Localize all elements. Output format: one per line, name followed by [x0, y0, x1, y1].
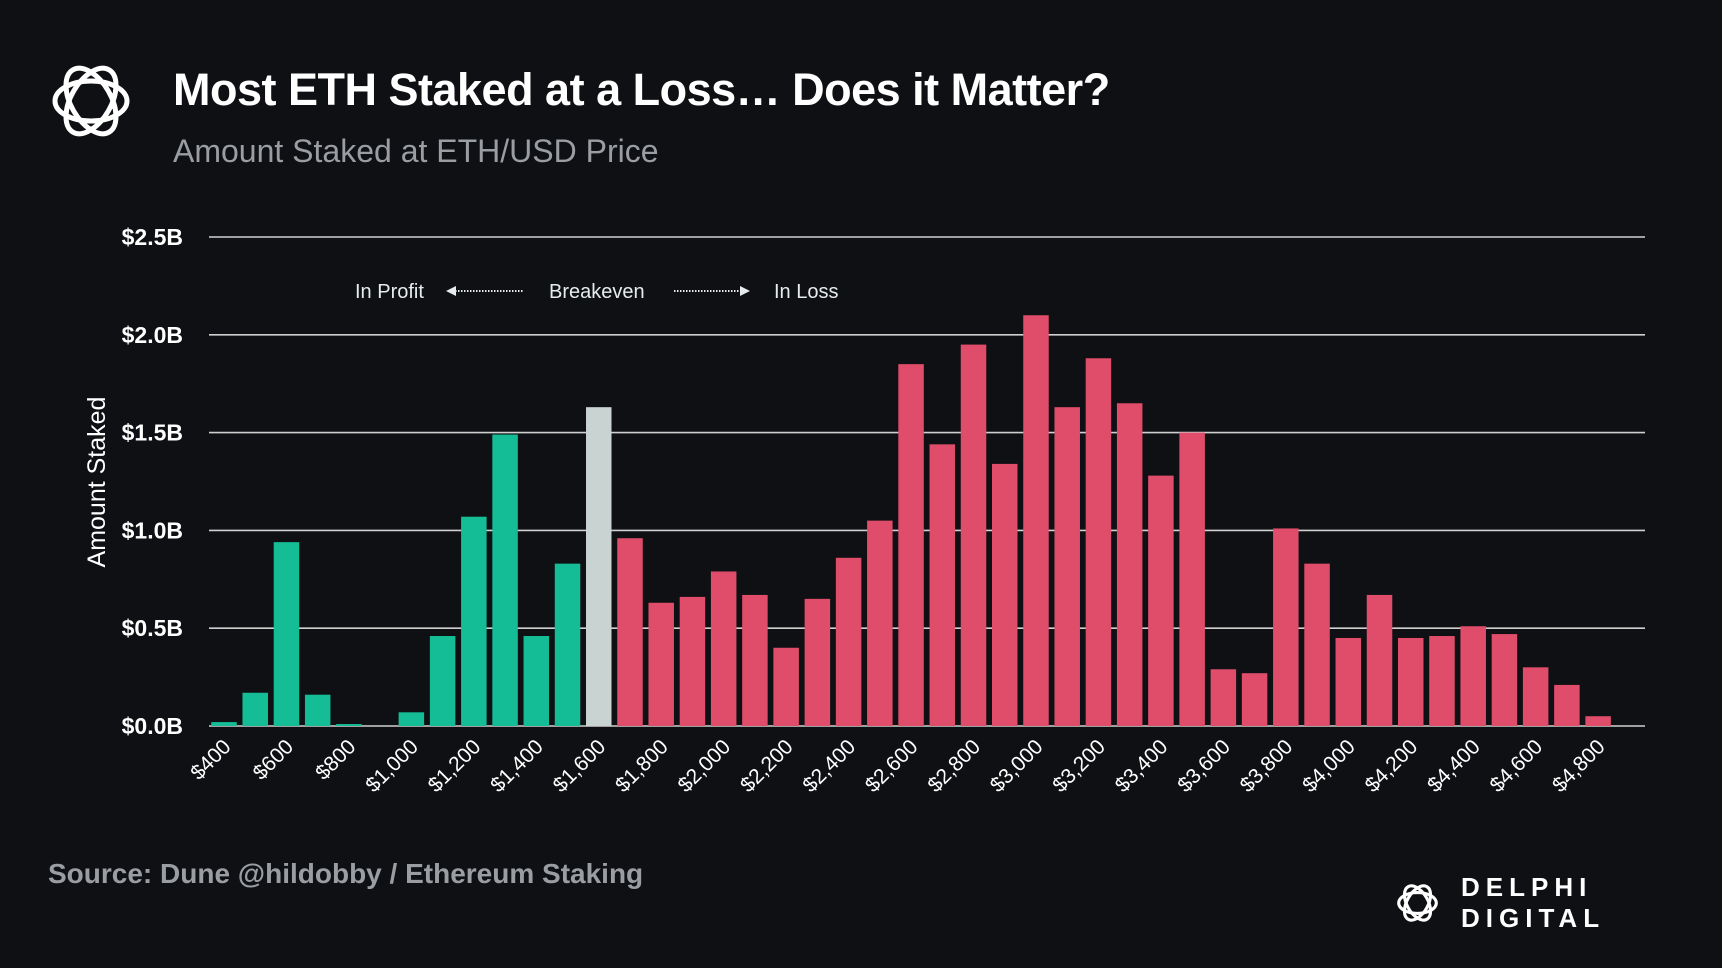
x-tick-label: $3,400 [1111, 735, 1173, 797]
bar-3200 [1085, 358, 1112, 726]
bar-1200 [461, 516, 487, 726]
breakeven-label: Breakeven [549, 281, 645, 303]
bar-4700 [1554, 684, 1580, 726]
bar-4800 [1585, 716, 1611, 726]
chart-subtitle: Amount Staked at ETH/USD Price [173, 133, 659, 169]
bar-3800 [1273, 528, 1299, 726]
bar-2100 [742, 594, 768, 726]
bar-2700 [929, 444, 956, 726]
bar-4500 [1491, 634, 1518, 726]
bar-1900 [679, 596, 706, 726]
x-tick-label: $4,600 [1486, 735, 1548, 797]
x-tick-label: $600 [249, 735, 298, 784]
y-tick-label: $0.0B [122, 713, 183, 739]
bar-3900 [1304, 563, 1330, 726]
bar-1500 [554, 563, 581, 726]
bar-2300 [804, 598, 831, 726]
bar-1100 [429, 636, 456, 726]
bar-1800 [648, 602, 674, 726]
brand-name: DELPHI DIGITAL [1461, 872, 1606, 933]
in-loss-label: In Loss [774, 281, 838, 303]
bar-3600 [1210, 669, 1237, 726]
bar-600 [273, 542, 300, 726]
y-tick-label: $0.5B [122, 615, 183, 641]
bar-700 [304, 694, 331, 726]
right-arrow-icon [740, 286, 750, 296]
bar-400 [211, 722, 237, 726]
source-note: Source: Dune @hildobby / Ethereum Stakin… [48, 858, 644, 889]
bar-1300 [492, 434, 518, 726]
bar-3400 [1148, 475, 1174, 726]
y-tick-label: $2.0B [122, 322, 183, 348]
bar-2900 [992, 463, 1018, 726]
brand-logo: DELPHI DIGITAL [1394, 872, 1722, 934]
x-tick-label: $1,800 [611, 735, 673, 797]
bar-1600 [586, 407, 612, 726]
bar-800 [336, 724, 362, 726]
delphi-logo-icon [1397, 884, 1438, 922]
x-tick-label: $3,000 [986, 735, 1048, 797]
profit-loss-annotation: In Profit Breakeven In Loss [355, 281, 838, 303]
bar-3700 [1241, 673, 1268, 726]
bar-1700 [617, 538, 643, 726]
bar-3000 [1023, 315, 1049, 726]
x-tick-label: $2,400 [798, 735, 860, 797]
bar-3100 [1054, 407, 1080, 726]
x-tick-label: $4,800 [1548, 735, 1610, 797]
bar-1400 [523, 636, 550, 726]
bar-500 [242, 692, 268, 726]
x-tick-label: $3,600 [1173, 735, 1235, 797]
chart-title: Most ETH Staked at a Loss… Does it Matte… [173, 64, 1110, 115]
x-tick-label: $2,000 [674, 735, 736, 797]
bar-4600 [1522, 667, 1549, 726]
x-tick-label: $4,400 [1423, 735, 1485, 797]
bar-1000 [398, 712, 425, 726]
bar-4400 [1460, 626, 1486, 726]
x-tick-label: $2,600 [861, 735, 923, 797]
x-tick-label: $800 [311, 735, 360, 784]
x-tick-label: $3,200 [1048, 735, 1110, 797]
x-tick-label: $4,000 [1298, 735, 1360, 797]
bar-2200 [773, 647, 799, 726]
y-tick-label: $1.0B [122, 517, 183, 543]
bar-3500 [1179, 432, 1205, 726]
y-tick-label: $1.5B [122, 420, 183, 446]
y-axis-label: Amount Staked [83, 397, 111, 568]
bar-2800 [960, 344, 987, 726]
bar-2600 [898, 364, 924, 726]
bar-4300 [1429, 636, 1455, 726]
bar-4000 [1335, 637, 1362, 726]
bar-2400 [835, 557, 862, 726]
bar-2000 [710, 571, 737, 726]
left-arrow-icon [446, 286, 456, 296]
x-tick-label: $2,200 [736, 735, 798, 797]
bar-3300 [1116, 403, 1143, 726]
bar-4100 [1366, 594, 1393, 726]
x-tick-label: $1,200 [424, 735, 486, 797]
x-tick-label: $1,600 [549, 735, 611, 797]
x-tick-label: $1,400 [486, 735, 548, 797]
y-tick-label: $2.5B [122, 224, 183, 250]
bar-2500 [867, 520, 893, 726]
x-tick-label: $2,800 [923, 735, 985, 797]
x-tick-label: $1,000 [361, 735, 423, 797]
x-tick-label: $4,200 [1361, 735, 1423, 797]
delphi-logo-icon [52, 65, 130, 137]
in-profit-label: In Profit [355, 281, 424, 303]
x-tick-label: $400 [186, 735, 235, 784]
x-tick-label: $3,800 [1236, 735, 1298, 797]
bar-4200 [1397, 637, 1424, 726]
